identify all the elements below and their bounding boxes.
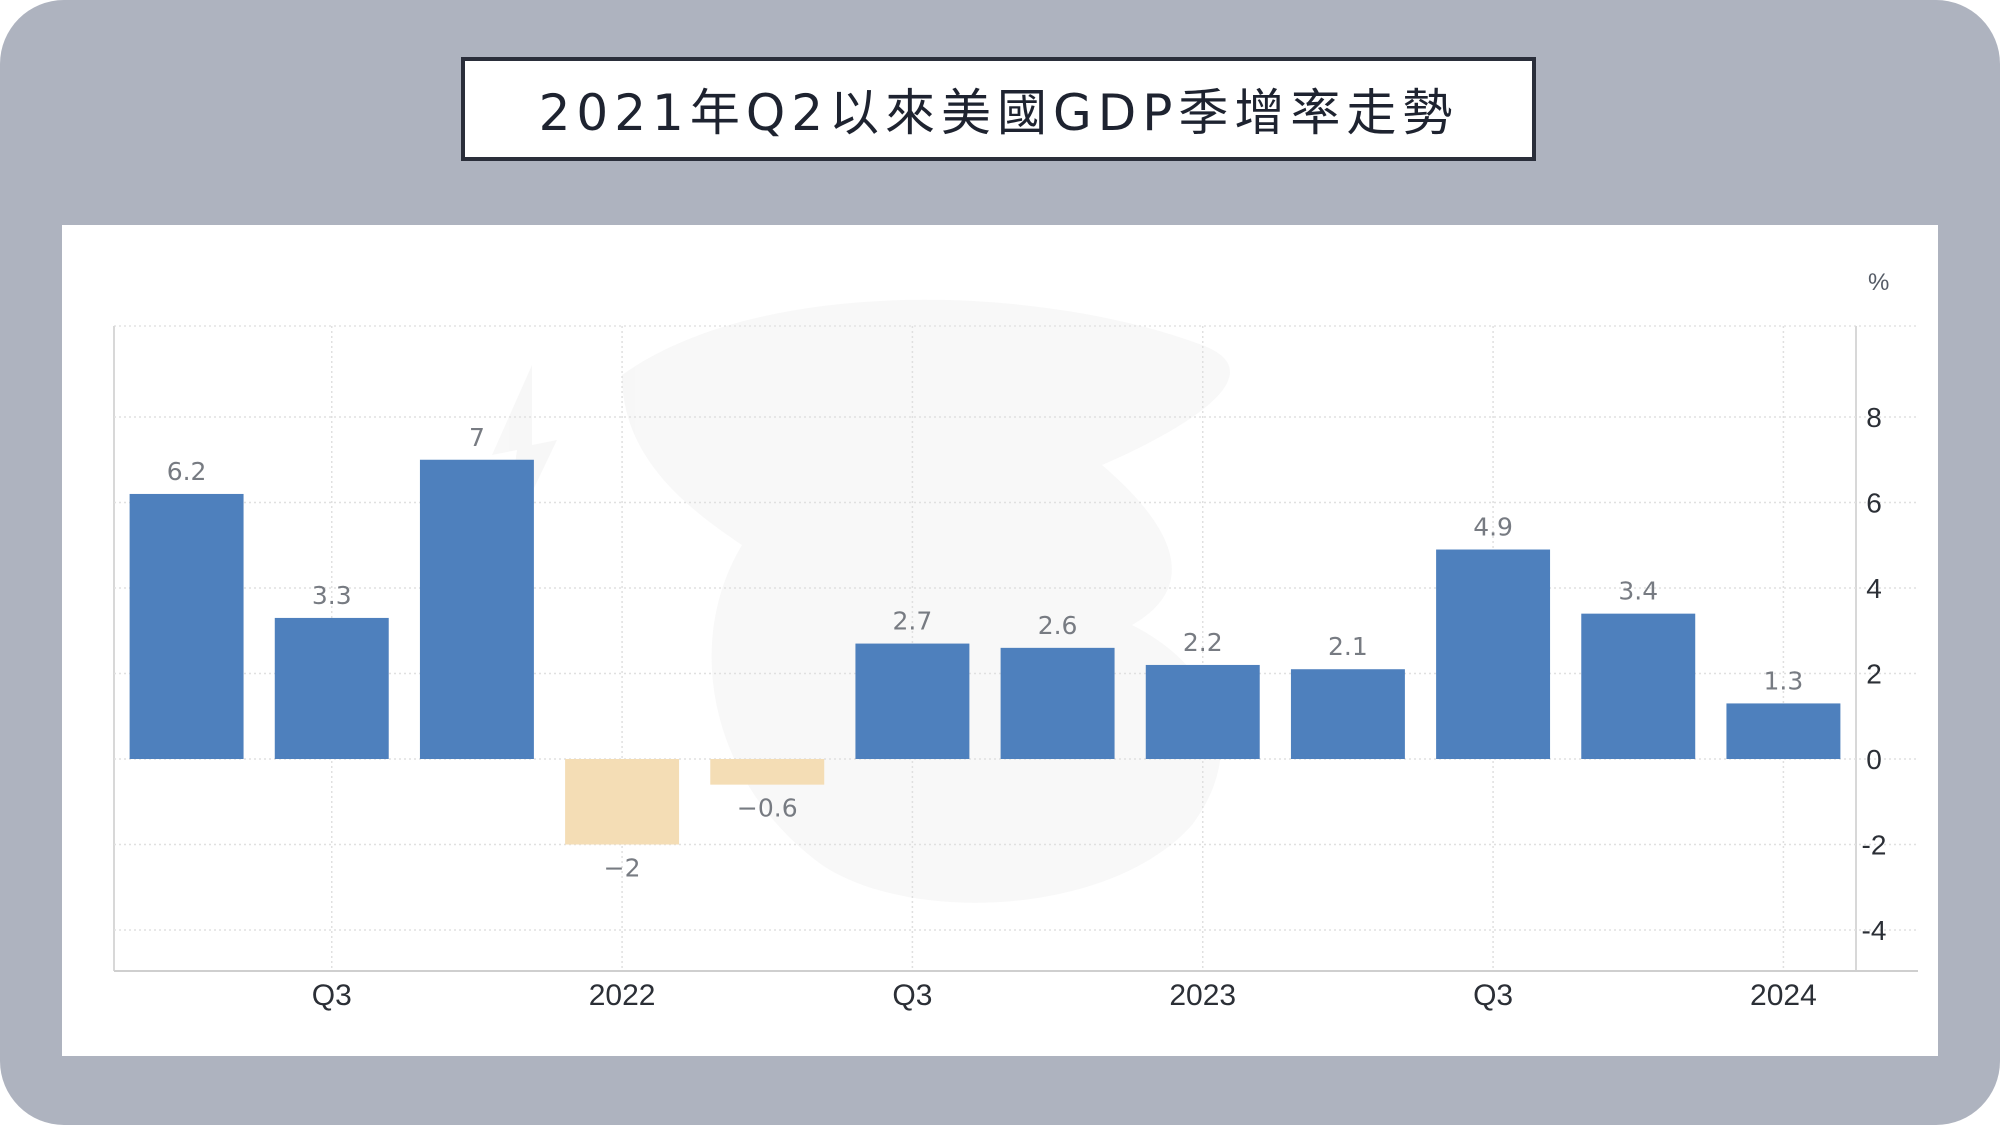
- bar-2021Q2[interactable]: [129, 493, 244, 759]
- bar-2022Q1[interactable]: [565, 759, 680, 845]
- data-label: 3.4: [1618, 577, 1658, 606]
- bar-chart: 6.23.37−2−0.62.7 2.62.2 2.14.93.41.3 86420…: [113, 299, 1918, 1012]
- y-axis-unit-label: %: [1868, 269, 1890, 296]
- data-label: 7: [469, 423, 485, 452]
- chart-panel: % 6.2 3.3 7 −2 −0.6 2.7 2.6 2.2 2.1 4.9 3.4 1.3 8 6 4…: [62, 225, 1938, 1056]
- data-label: 2.1: [1328, 632, 1368, 661]
- x-tick-label: Q3: [1473, 979, 1513, 1012]
- x-tick-label: 2022: [589, 979, 656, 1012]
- bar-2024Q1[interactable]: [1726, 703, 1841, 759]
- bar-2023Q2[interactable]: [1290, 669, 1405, 759]
- bar-2021Q3[interactable]: [274, 617, 389, 759]
- data-label: 2.2: [1183, 628, 1223, 657]
- data-label: 3.3: [312, 581, 352, 610]
- y-tick-label: 0: [1866, 744, 1882, 775]
- x-tick-label: 2024: [1750, 979, 1817, 1012]
- title-box: 2021年Q2以來美國GDP季增率走勢: [461, 57, 1536, 161]
- bar-2022Q3[interactable]: [855, 643, 970, 759]
- x-axis: Q3 2022 Q3 2023 Q3 2024: [312, 979, 1817, 1012]
- bar-2023Q3[interactable]: [1436, 549, 1551, 759]
- data-label: −2: [604, 854, 641, 883]
- chart-title: 2021年Q2以來美國GDP季增率走勢: [538, 84, 1459, 142]
- bar-series: [129, 459, 1841, 845]
- y-tick-label: -4: [1862, 915, 1887, 946]
- data-label: −0.6: [737, 794, 798, 823]
- data-label: 1.3: [1764, 666, 1804, 695]
- y-tick-label: -2: [1862, 830, 1887, 861]
- y-axis: 8 6 4 2 0 -2 -4: [1862, 402, 1887, 946]
- data-label: 2.7: [893, 607, 933, 636]
- data-label: 4.9: [1473, 513, 1513, 542]
- data-labels: 6.2 3.3 7 −2 −0.6 2.7 2.6 2.2 2.1 4.9 3.4 1.3: [167, 423, 1804, 883]
- x-tick-label: Q3: [312, 979, 352, 1012]
- data-label: 2.6: [1038, 611, 1078, 640]
- y-tick-label: 8: [1866, 402, 1882, 433]
- data-label: 6.2: [167, 457, 207, 486]
- x-tick-label: Q3: [892, 979, 932, 1012]
- y-tick-label: 4: [1866, 573, 1882, 604]
- bar-2021Q4[interactable]: [419, 459, 534, 759]
- bar-2023Q4[interactable]: [1581, 613, 1696, 759]
- y-tick-label: 2: [1866, 659, 1882, 690]
- bar-2022Q4[interactable]: [1000, 647, 1115, 759]
- bar-2023Q1[interactable]: [1145, 664, 1260, 759]
- x-tick-label: 2023: [1169, 979, 1236, 1012]
- bar-2022Q2[interactable]: [710, 759, 825, 785]
- y-tick-label: 6: [1866, 488, 1882, 519]
